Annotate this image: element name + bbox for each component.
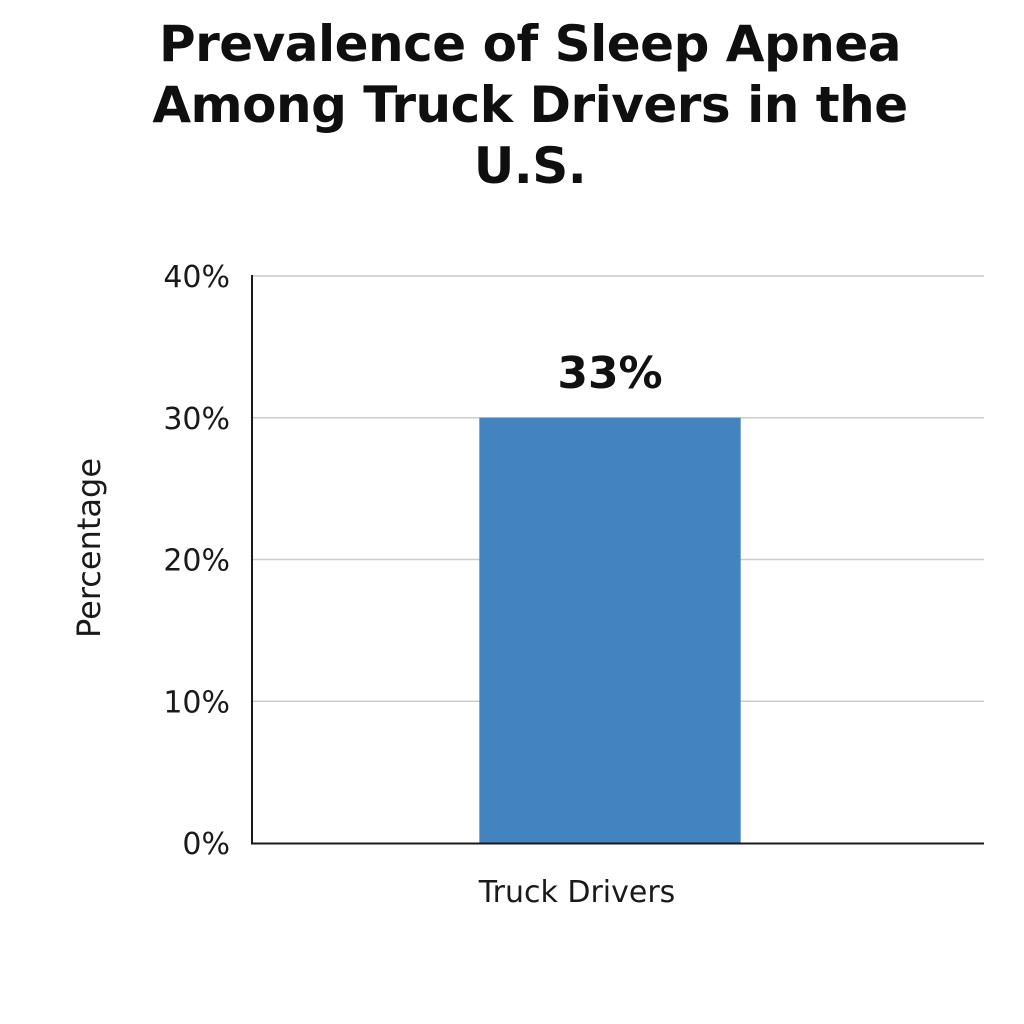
bar [479, 417, 741, 843]
y-tick-label: 30% [163, 402, 230, 437]
data-labels: 33% [557, 348, 662, 399]
x-tick-labels: Truck Drivers [478, 875, 676, 910]
x-tick-label: Truck Drivers [478, 875, 676, 910]
y-tick-label: 40% [163, 260, 230, 295]
chart-title: Prevalence of Sleep Apnea Among Truck Dr… [152, 15, 908, 195]
y-axis-title: Percentage [70, 458, 108, 638]
y-tick-label: 20% [163, 544, 230, 579]
y-tick-labels: 0% 10% 20% 30% 40% [163, 260, 230, 862]
axes [251, 275, 984, 845]
bar-value-label: 33% [557, 348, 662, 399]
y-tick-label: 10% [163, 685, 230, 720]
y-tick-label: 0% [182, 827, 230, 862]
bars [479, 417, 741, 843]
